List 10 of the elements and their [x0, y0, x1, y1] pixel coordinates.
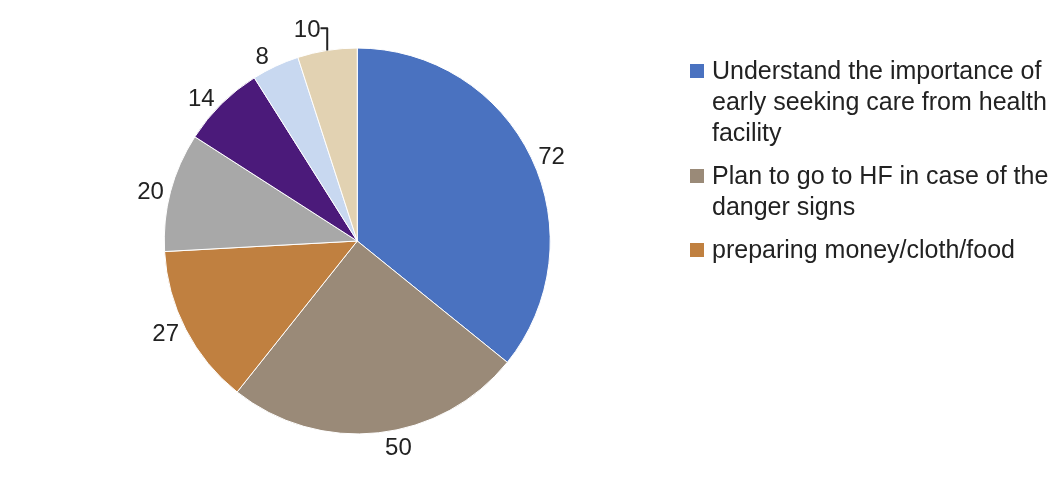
data-label: 72 — [538, 141, 565, 169]
data-label: 50 — [385, 432, 412, 460]
legend-label: preparing money/cloth/food — [712, 234, 1015, 265]
legend-label: Understand the importance of early seeking care from health facility — [712, 55, 1048, 148]
data-label: 8 — [255, 41, 269, 69]
data-label: 20 — [137, 177, 164, 205]
legend-label: Plan to go to HF in case of the danger signs — [712, 160, 1050, 222]
data-label: 10 — [293, 14, 321, 42]
data-label: 14 — [187, 83, 215, 111]
data-label: 27 — [152, 318, 180, 346]
